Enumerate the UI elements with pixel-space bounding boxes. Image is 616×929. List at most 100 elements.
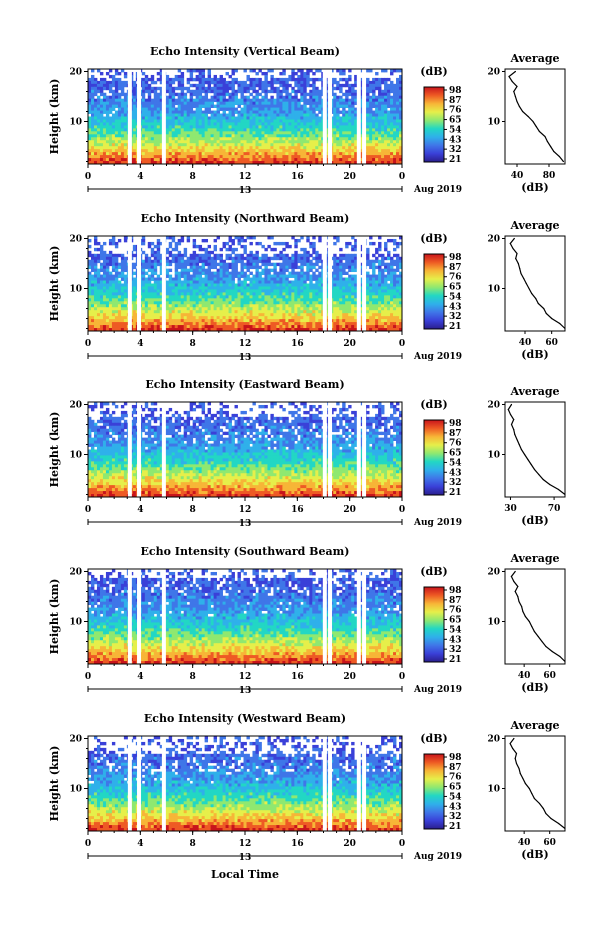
heatmap-cell — [351, 137, 354, 140]
heatmap-cell — [142, 90, 145, 93]
heatmap-cell — [196, 140, 199, 143]
heatmap-cell — [226, 143, 229, 146]
heatmap-cell — [339, 137, 342, 140]
heatmap-cell — [97, 278, 100, 281]
heatmap-cell — [261, 155, 264, 158]
heatmap-cell — [172, 304, 175, 307]
heatmap-cell — [154, 87, 157, 90]
heatmap-cell — [381, 149, 384, 152]
heatmap-cell — [118, 298, 121, 301]
heatmap-cell — [214, 96, 217, 99]
heatmap-cell — [312, 137, 315, 140]
heatmap-cell — [196, 119, 199, 122]
heatmap-cell — [166, 301, 169, 304]
heatmap-cell — [193, 93, 196, 96]
heatmap-cell — [276, 301, 279, 304]
heatmap-cell — [252, 266, 255, 269]
heatmap-cell — [211, 257, 214, 260]
heatmap-cell — [255, 254, 258, 257]
heatmap-cell — [226, 242, 229, 245]
heatmap-cell — [258, 152, 261, 155]
heatmap-cell — [255, 72, 258, 75]
heatmap-cell — [220, 254, 223, 257]
heatmap-cell — [297, 140, 300, 143]
heatmap-cell — [312, 236, 315, 239]
heatmap-cell — [270, 298, 273, 301]
heatmap-cell — [255, 155, 258, 158]
heatmap-cell — [238, 295, 241, 298]
heatmap-cell — [91, 111, 94, 114]
heatmap-cell — [306, 72, 309, 75]
heatmap-cell — [196, 146, 199, 149]
heatmap-cell — [172, 140, 175, 143]
heatmap-cell — [178, 260, 181, 263]
heatmap-cell — [175, 260, 178, 263]
average-point — [544, 136, 545, 137]
heatmap-cell — [157, 251, 160, 254]
heatmap-cell — [372, 122, 375, 125]
heatmap-cell — [244, 96, 247, 99]
heatmap-cell — [91, 278, 94, 281]
heatmap-cell — [303, 111, 306, 114]
heatmap-cell — [348, 69, 351, 72]
heatmap-cell — [306, 137, 309, 140]
heatmap-cell — [288, 111, 291, 114]
heatmap-cell — [387, 143, 390, 146]
heatmap-cell — [157, 292, 160, 295]
heatmap-cell — [336, 108, 339, 111]
heatmap-cell — [261, 281, 264, 284]
heatmap-cell — [390, 286, 393, 289]
heatmap-cell — [303, 257, 306, 260]
heatmap-cell — [178, 292, 181, 295]
heatmap-cell — [348, 295, 351, 298]
heatmap-cell — [312, 248, 315, 251]
heatmap-cell — [178, 143, 181, 146]
heatmap-cell — [249, 78, 252, 81]
heatmap-cell — [279, 84, 282, 87]
heatmap-cell — [366, 275, 369, 278]
heatmap-cell — [309, 78, 312, 81]
heatmap-cell — [103, 269, 106, 272]
heatmap-cell — [115, 143, 118, 146]
heatmap-cell — [196, 152, 199, 155]
heatmap-cell — [261, 158, 264, 161]
heatmap-cell — [151, 292, 154, 295]
heatmap-cell — [220, 125, 223, 128]
heatmap-cell — [315, 102, 318, 105]
heatmap-cell — [247, 304, 250, 307]
heatmap-cell — [106, 99, 109, 102]
heatmap-cell — [214, 137, 217, 140]
heatmap-cell — [106, 292, 109, 295]
heatmap-cell — [220, 152, 223, 155]
heatmap-cell — [97, 69, 100, 72]
heatmap-cell — [121, 125, 124, 128]
heatmap-cell — [148, 105, 151, 108]
heatmap-cell — [393, 295, 396, 298]
heatmap-cell — [285, 105, 288, 108]
heatmap-cell — [235, 149, 238, 152]
heatmap-cell — [205, 114, 208, 117]
heatmap-cell — [106, 72, 109, 75]
heatmap-cell — [375, 119, 378, 122]
heatmap-cell — [196, 87, 199, 90]
heatmap-cell — [318, 236, 321, 239]
heatmap-cell — [387, 257, 390, 260]
heatmap-cell — [235, 284, 238, 287]
heatmap-cell — [255, 128, 258, 131]
heatmap-cell — [252, 143, 255, 146]
heatmap-cell — [169, 251, 172, 254]
heatmap-cell — [393, 146, 396, 149]
heatmap-cell — [157, 117, 160, 120]
heatmap-cell — [109, 263, 112, 266]
heatmap-cell — [178, 69, 181, 72]
heatmap-cell — [112, 143, 115, 146]
heatmap-cell — [366, 93, 369, 96]
heatmap-cell — [294, 96, 297, 99]
heatmap-cell — [205, 119, 208, 122]
heatmap-cell — [157, 158, 160, 161]
heatmap-cell — [303, 131, 306, 134]
heatmap-cell — [312, 105, 315, 108]
heatmap-cell — [217, 134, 220, 137]
heatmap-cell — [190, 275, 193, 278]
heatmap-cell — [300, 281, 303, 284]
